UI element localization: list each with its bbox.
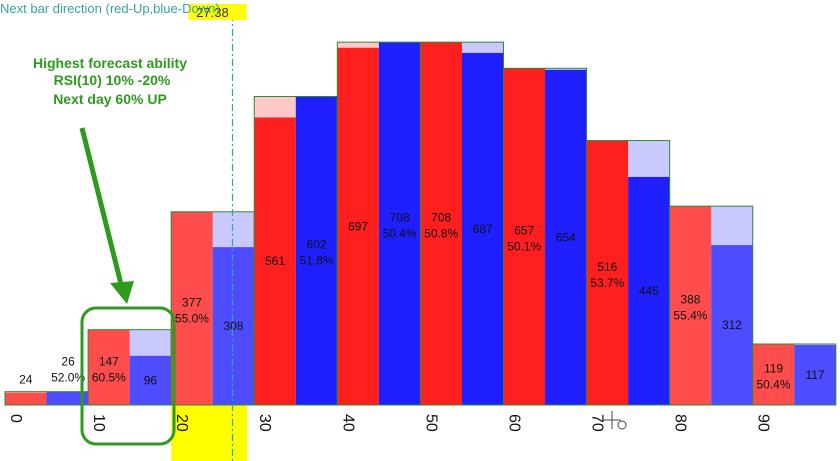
annotation-line-3: Next day 60% UP bbox=[53, 91, 167, 107]
crosshair-cursor-icon bbox=[603, 411, 627, 430]
bar-up-label: 657 bbox=[514, 224, 534, 238]
x-tick-label: 10 bbox=[90, 414, 107, 432]
x-tick-label: 50 bbox=[422, 414, 439, 432]
bar-up-label: 388 bbox=[680, 293, 700, 307]
bar-up bbox=[171, 211, 213, 405]
bar-up-label: 119 bbox=[764, 362, 783, 376]
bar-up bbox=[254, 117, 296, 406]
bar-down bbox=[461, 52, 504, 405]
bar-up-pct-label: 60.5% bbox=[92, 370, 126, 384]
bar-down-label: 445 bbox=[639, 284, 659, 298]
chart-title: Next bar direction (red-Up,blue-Down) bbox=[0, 1, 220, 16]
bar-up bbox=[420, 42, 462, 406]
x-tick-label: 90 bbox=[755, 414, 772, 432]
x-tick-label: 0 bbox=[7, 414, 24, 423]
bar-down-label: 308 bbox=[223, 319, 243, 333]
x-tick-label: 80 bbox=[672, 414, 689, 432]
bar-up bbox=[586, 140, 629, 406]
bar-down-pct-label: 50.4% bbox=[383, 227, 417, 241]
marker-line-label: 27.38 bbox=[196, 5, 229, 20]
bar-down-pct-label: 51.8% bbox=[300, 254, 334, 268]
annotation-line-2: RSI(10) 10% -20% bbox=[54, 72, 171, 88]
bar-down-label: 96 bbox=[144, 373, 158, 387]
bar-down-label: 654 bbox=[556, 230, 576, 244]
bar-up bbox=[503, 68, 546, 405]
bar-up bbox=[5, 392, 47, 405]
bar-up-pct-label: 53.7% bbox=[590, 276, 624, 290]
bar-outline bbox=[669, 205, 754, 406]
highlight-band bbox=[171, 405, 248, 461]
bar-up-label: 697 bbox=[348, 219, 368, 233]
bar-up bbox=[88, 329, 130, 405]
bar-down bbox=[212, 247, 255, 405]
bar-down bbox=[545, 69, 587, 405]
bar-outline bbox=[752, 343, 837, 406]
bar-down-label: 687 bbox=[473, 222, 493, 236]
bar-down bbox=[46, 391, 89, 405]
annotation-arrow-shaft bbox=[79, 127, 125, 289]
bar-up-pct-label: 55.0% bbox=[175, 311, 209, 325]
bar-down-label: 708 bbox=[390, 211, 410, 225]
bar-up-pct-label: 50.4% bbox=[756, 378, 790, 392]
bar-up-label: 561 bbox=[265, 254, 285, 268]
x-tick-label: 30 bbox=[256, 414, 273, 432]
annotation-group: Highest forecast ability RSI(10) 10% -20… bbox=[33, 55, 187, 446]
bar-up bbox=[669, 206, 712, 405]
bar-up-label: 24 bbox=[19, 373, 33, 387]
bar-up-pct-label: 50.8% bbox=[424, 227, 458, 241]
bar-down bbox=[378, 42, 421, 406]
bar-down-pct-label: 52.0% bbox=[51, 371, 85, 385]
bar-up-pct-label: 50.1% bbox=[507, 240, 541, 254]
bar-down bbox=[628, 176, 670, 405]
bar-up-label: 516 bbox=[597, 260, 617, 274]
bar-down-label: 602 bbox=[307, 238, 327, 252]
marker-label-box: 27.38 bbox=[188, 4, 247, 20]
bar-up-label: 377 bbox=[182, 295, 202, 309]
bar-down-label: 312 bbox=[722, 318, 742, 332]
bar-down bbox=[711, 245, 753, 405]
bar-down-label: 117 bbox=[805, 368, 824, 382]
x-tick-label: 20 bbox=[173, 414, 190, 432]
bar-down-label: 26 bbox=[61, 355, 75, 369]
bar-up-label: 708 bbox=[431, 211, 451, 225]
bar-up-label: 147 bbox=[99, 354, 119, 368]
x-tick-label: 60 bbox=[505, 414, 522, 432]
bar-up-pct-label: 55.4% bbox=[673, 309, 707, 323]
annotation-arrow-head bbox=[110, 281, 134, 304]
x-tick-label: 40 bbox=[339, 414, 356, 432]
x-tick-label: 70 bbox=[589, 414, 606, 432]
bar-up bbox=[752, 344, 795, 405]
bar-down bbox=[295, 96, 338, 405]
bar-up bbox=[337, 47, 379, 405]
annotation-line-1: Highest forecast ability bbox=[33, 55, 187, 71]
annotation-highlight-box bbox=[80, 306, 176, 446]
bar-down bbox=[794, 345, 836, 405]
bar-down bbox=[129, 355, 172, 405]
